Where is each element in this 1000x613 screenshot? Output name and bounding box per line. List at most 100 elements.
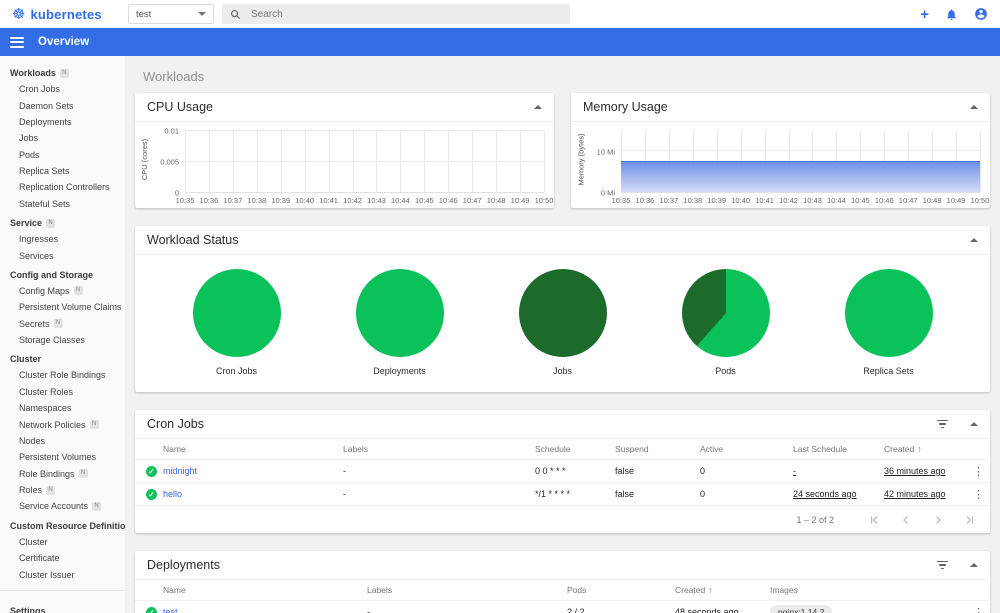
sidebar-item-settings[interactable]: Settings [0, 596, 125, 613]
kubernetes-logo[interactable]: ☸ kubernetes [12, 7, 128, 22]
x-tick-label: 10:46 [438, 196, 458, 205]
deployments-table: Name Labels Pods Created ↑ Images ✓ test -2 / 2… [135, 580, 990, 613]
workload-status-pie-cron-jobs: Cron Jobs [157, 269, 317, 376]
sidebar-section-label: Service [10, 218, 43, 228]
collapse-icon[interactable] [970, 563, 978, 567]
sidebar-item-label: Stateful Sets [19, 198, 71, 209]
sidebar-item-cluster-role-bindings[interactable]: Cluster Role Bindings [0, 367, 125, 383]
collapse-icon[interactable] [970, 238, 978, 242]
filter-icon[interactable] [937, 560, 948, 570]
row-menu-icon[interactable]: ⋮ [973, 488, 984, 501]
sidebar-item-service-accounts[interactable]: Service Accounts N [0, 498, 125, 514]
sidebar-item-network-policies[interactable]: Network Policies N [0, 416, 125, 432]
sidebar-item-label: Storage Classes [19, 335, 86, 346]
sidebar-item-label: Role Bindings [19, 468, 75, 479]
create-resource-button[interactable]: + [920, 7, 929, 22]
first-page-icon[interactable] [868, 514, 880, 526]
column-header-created[interactable]: Created ↑ [884, 444, 967, 454]
x-tick-labels: 10:35 10:36 10:37 10:38 10:39 10:40 10:41 10:42… [176, 196, 554, 208]
column-header-labels[interactable]: Labels [367, 585, 567, 595]
gridline-v [496, 131, 498, 192]
sidebar-item-config-maps[interactable]: Config Maps N [0, 283, 125, 299]
last-page-icon[interactable] [964, 514, 976, 526]
collapse-icon[interactable] [970, 422, 978, 426]
sidebar-item-replication-controllers[interactable]: Replication Controllers [0, 179, 125, 195]
namespace-selector[interactable]: test [128, 4, 214, 24]
row-menu-icon[interactable]: ⋮ [973, 465, 984, 478]
sidebar-item-cron-jobs[interactable]: Cron Jobs [0, 81, 125, 97]
sidebar-section-label: Custom Resource Definitions [10, 520, 125, 531]
menu-button[interactable] [10, 36, 24, 48]
sidebar-item-nodes[interactable]: Nodes [0, 433, 125, 449]
sidebar-item-deployments[interactable]: Deployments [0, 114, 125, 130]
collapse-icon[interactable] [534, 105, 542, 109]
brand-text: kubernetes [30, 6, 102, 22]
column-header-last-schedule[interactable]: Last Schedule [793, 444, 884, 454]
gridline-v [448, 131, 450, 192]
search-input[interactable] [251, 8, 562, 20]
sidebar-section-config-and-storage[interactable]: Config and Storage [0, 264, 125, 283]
column-header-schedule[interactable]: Schedule [535, 444, 615, 454]
sidebar-item-role-bindings[interactable]: Role Bindings N [0, 466, 125, 482]
sidebar-item-persistent-volumes[interactable]: Persistent Volumes [0, 449, 125, 465]
column-header-pods[interactable]: Pods [567, 585, 675, 595]
sidebar-item-cluster[interactable]: Cluster [0, 534, 125, 550]
sidebar-item-stateful-sets[interactable]: Stateful Sets [0, 196, 125, 212]
cron-job-name-link[interactable]: hello [163, 489, 183, 499]
sidebar-item-ingresses[interactable]: Ingresses [0, 231, 125, 247]
sidebar-item-services[interactable]: Services [0, 247, 125, 263]
toolbar: Overview [0, 28, 1000, 56]
sidebar-item-certificate[interactable]: Certificate [0, 550, 125, 566]
search-bar[interactable] [222, 4, 570, 24]
y-tick-label: 0 Mi [600, 188, 615, 198]
sidebar-section-custom-resource-definitions[interactable]: Custom Resource Definitions [0, 515, 125, 534]
column-header-labels[interactable]: Labels [343, 444, 535, 454]
gridline-v [328, 131, 330, 192]
sidebar-item-persistent-volume-claims[interactable]: Persistent Volume ClaimsN [0, 299, 125, 315]
pie-chart [355, 269, 444, 357]
sidebar-item-jobs[interactable]: Jobs [0, 130, 125, 146]
sidebar-item-label: Persistent Volume Claims [19, 302, 122, 313]
sidebar-item-roles[interactable]: Roles N [0, 482, 125, 498]
gridline-v [352, 131, 354, 192]
sidebar-item-daemon-sets[interactable]: Daemon Sets [0, 97, 125, 113]
column-header-name[interactable]: Name [163, 444, 343, 454]
sidebar-item-pods[interactable]: Pods [0, 147, 125, 163]
cell-created: 48 seconds ago [675, 607, 739, 613]
x-tick-label: 10:43 [367, 196, 386, 205]
y-tick-labels: 0 0.005 0.01 [151, 127, 181, 198]
sidebar-item-label: Daemon Sets [19, 100, 74, 111]
column-header-images[interactable]: Images [770, 585, 967, 595]
x-tick-label: 10:46 [874, 196, 894, 205]
previous-page-icon[interactable] [900, 514, 912, 526]
deployment-name-link[interactable]: test [163, 607, 178, 613]
column-header-active[interactable]: Active [700, 444, 793, 454]
sidebar-section-cluster[interactable]: Cluster [0, 348, 125, 367]
sidebar-item-secrets[interactable]: Secrets N [0, 316, 125, 332]
memory-usage-chart: Memory (bytes) 0 Mi 10 Mi 10:35 10:36 10:37… [571, 122, 990, 206]
sidebar-item-cluster-issuer[interactable]: Cluster Issuer [0, 566, 125, 582]
memory-y-axis-label: Memory (bytes) [576, 132, 586, 186]
collapse-icon[interactable] [970, 105, 978, 109]
column-header-name[interactable]: Name [163, 585, 367, 595]
sidebar-section-workloads[interactable]: Workloads N [0, 62, 125, 81]
x-tick-label: 10:42 [779, 196, 798, 205]
sidebar-item-namespaces[interactable]: Namespaces [0, 400, 125, 416]
cron-job-name-link[interactable]: midnight [163, 466, 198, 476]
sidebar-item-cluster-roles[interactable]: Cluster Roles [0, 384, 125, 400]
sidebar-section-service[interactable]: Service N [0, 212, 125, 231]
account-button[interactable] [974, 7, 988, 21]
sidebar-item-label: Cluster Roles [19, 386, 74, 397]
main-content: Workloads CPU Usage CPU (cores) 0 0.005 0.… [125, 56, 1000, 613]
column-header-suspend[interactable]: Suspend [615, 444, 700, 454]
workload-status-pie-deployments: Deployments [320, 269, 480, 376]
namespaced-badge: N [89, 420, 99, 430]
sidebar-item-replica-sets[interactable]: Replica Sets [0, 163, 125, 179]
row-menu-icon[interactable]: ⋮ [973, 606, 984, 613]
column-header-created[interactable]: Created ↑ [675, 585, 770, 595]
next-page-icon[interactable] [932, 514, 944, 526]
namespaced-badge: N [78, 469, 88, 479]
sidebar-item-storage-classes[interactable]: Storage Classes [0, 332, 125, 348]
filter-icon[interactable] [937, 419, 948, 429]
notifications-button[interactable] [945, 8, 958, 21]
